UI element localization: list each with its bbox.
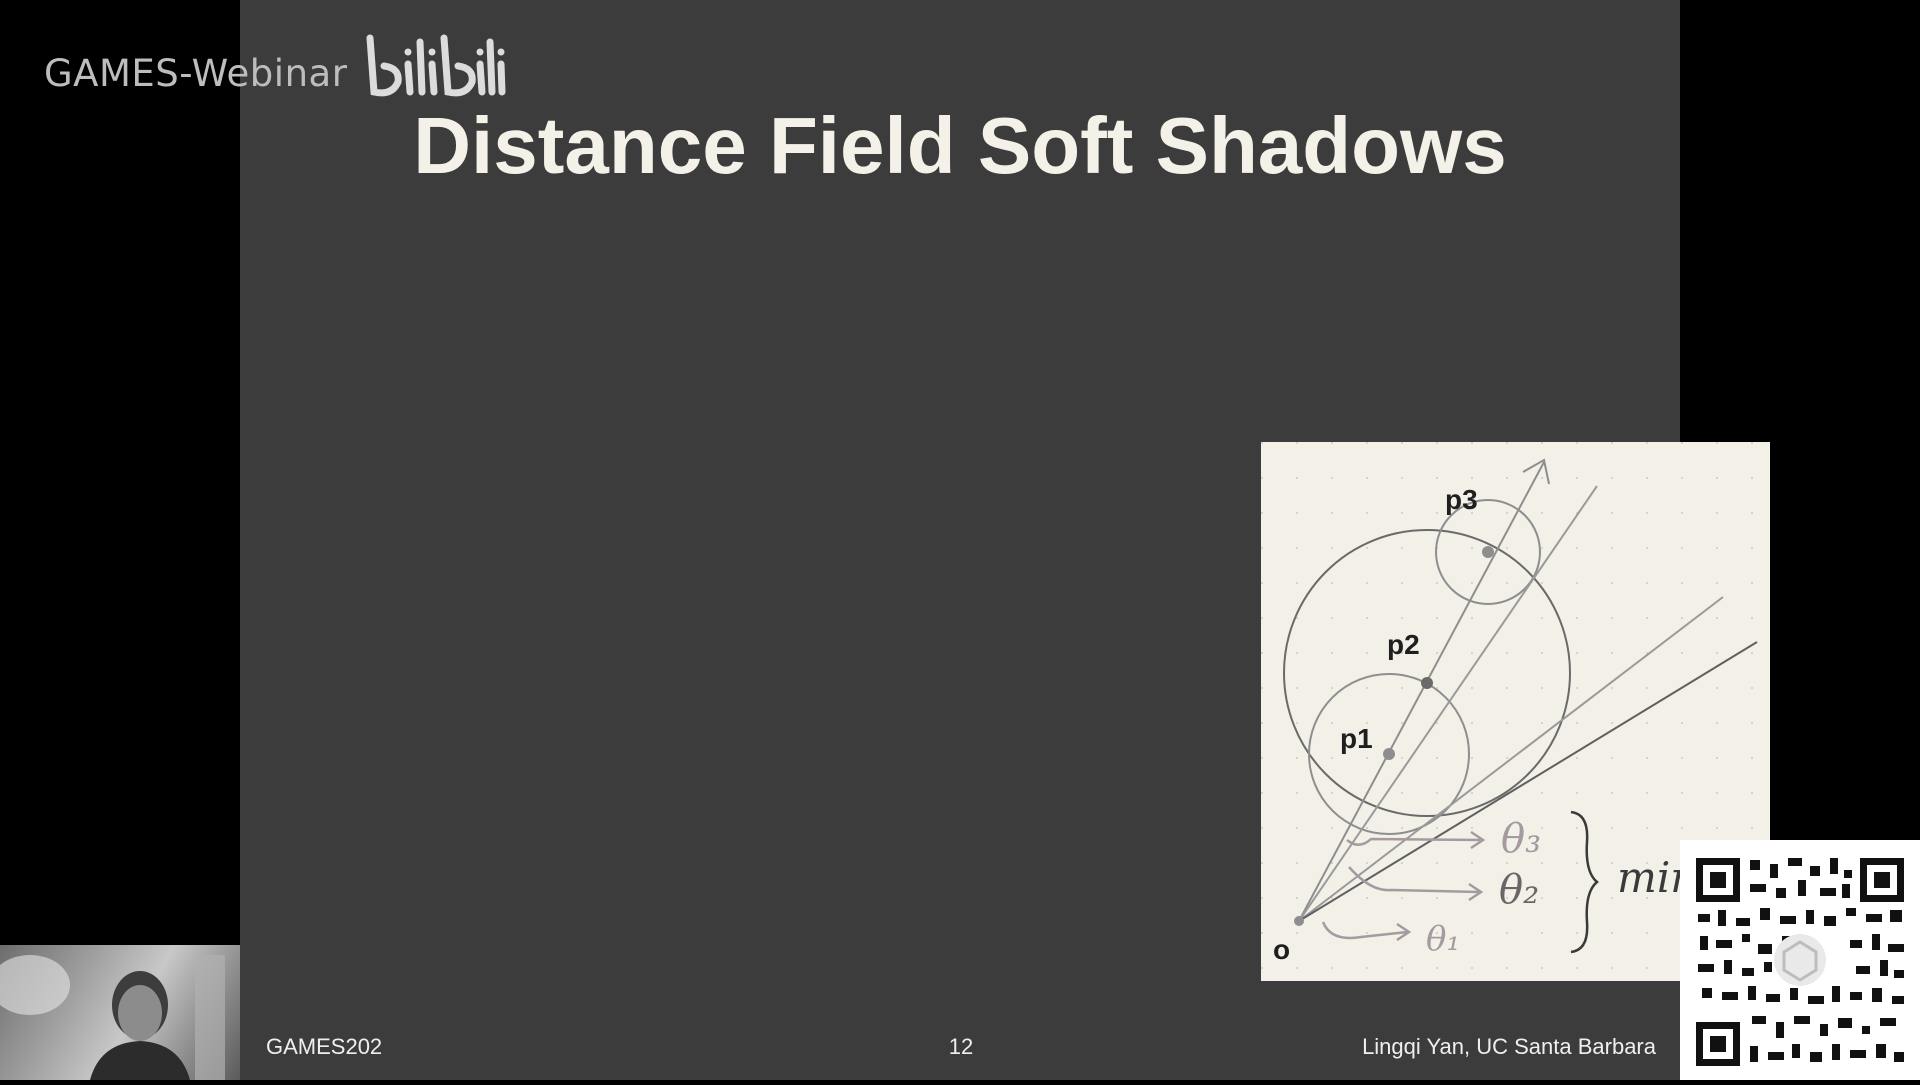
label-theta1: θ₁: [1426, 919, 1460, 959]
label-p1: p1: [1340, 723, 1373, 754]
sdf-circle-p1: [1308, 673, 1470, 835]
watermark-text: GAMES-Webinar: [44, 52, 348, 95]
left-black-bar: [0, 0, 240, 1080]
slide-title: Distance Field Soft Shadows: [413, 101, 1507, 190]
theta1-arrow: [1321, 921, 1408, 940]
slide: Distance Field Soft Shadows: [240, 0, 1770, 1080]
bilibili-logo-icon: [366, 34, 506, 97]
sdf-circle-p3: [1435, 499, 1541, 605]
footer-course: GAMES202: [266, 1034, 383, 1059]
point-p3: [1482, 546, 1494, 558]
ray-arrowhead: [1522, 458, 1550, 485]
sdf-circle-p2: [1283, 529, 1571, 817]
qr-code-icon: [1680, 840, 1920, 1080]
point-p2: [1421, 677, 1433, 689]
label-theta3: θ₃: [1501, 816, 1541, 862]
tangent-line-p2: [1298, 596, 1724, 922]
qr-code-graphic: [1680, 840, 1920, 1080]
label-p3: p3: [1445, 484, 1478, 515]
qr-center-logo-icon: [1774, 934, 1826, 986]
point-p1: [1383, 748, 1395, 760]
point-o: [1294, 916, 1304, 926]
tangent-line-p1: [1298, 641, 1758, 922]
footer-page-number: 12: [948, 1034, 974, 1059]
label-theta2: θ₂: [1499, 867, 1539, 913]
label-p2: p2: [1387, 629, 1420, 660]
theta1-arrowhead: [1396, 922, 1412, 942]
tangent-line-p3: [1298, 485, 1598, 922]
ray-line: [1298, 461, 1545, 922]
theta2-arrow: [1348, 866, 1480, 894]
theta3-arrowhead: [1470, 830, 1486, 850]
label-o: o: [1273, 934, 1290, 965]
presenter-figure-icon: [0, 955, 225, 1080]
presenter-webcam: [0, 945, 240, 1080]
theta3-arrow: [1346, 837, 1482, 846]
min-brace: [1570, 810, 1599, 954]
footer-author: Lingqi Yan, UC Santa Barbara: [1362, 1034, 1656, 1059]
theta2-arrowhead: [1468, 882, 1484, 902]
